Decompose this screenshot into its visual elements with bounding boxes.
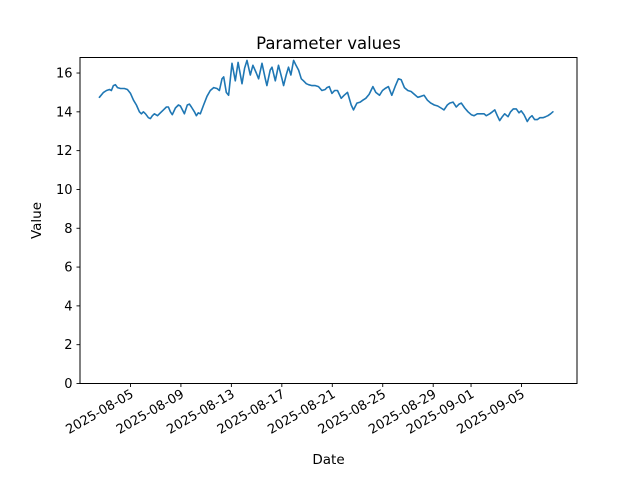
data-series-line — [98, 59, 554, 123]
y-axis-ticks: 0 2 4 6 8 10 12 14 16 — [56, 67, 80, 392]
y-tick-label: 0 — [64, 377, 72, 392]
y-tick-label: 2 — [64, 338, 72, 353]
axes-frame — [79, 57, 578, 384]
y-tick-label: 4 — [64, 299, 72, 314]
y-tick-label: 14 — [56, 105, 73, 120]
x-axis-ticks: 2025-08-052025-08-092025-08-132025-08-17… — [64, 383, 527, 438]
y-tick-label: 8 — [64, 222, 72, 237]
y-tick-label: 16 — [56, 67, 73, 82]
x-axis-label: Date — [312, 452, 344, 468]
y-tick-label: 12 — [56, 144, 73, 159]
y-axis-label: Value — [29, 202, 45, 239]
chart-title: Parameter values — [256, 34, 401, 53]
y-tick-label: 6 — [64, 261, 72, 276]
y-tick-label: 10 — [56, 183, 73, 198]
